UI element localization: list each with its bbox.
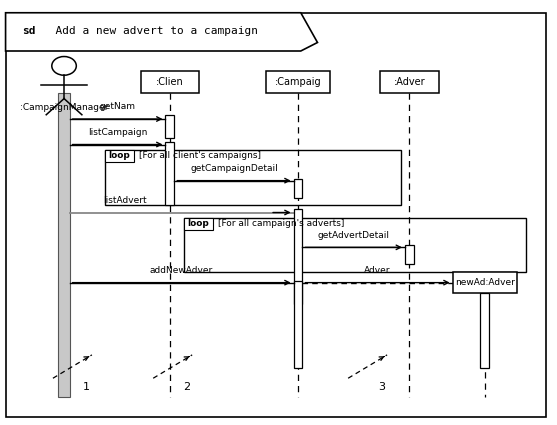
Bar [405,245,414,264]
Text: Adver: Adver [364,266,391,275]
Text: :Clien: :Clien [156,76,184,87]
Bar [105,150,401,205]
Text: [For all campaign's adverts]: [For all campaign's adverts] [218,219,345,229]
Text: [For all client's campaigns]: [For all client's campaigns] [139,151,261,161]
Text: listAdvert: listAdvert [103,196,146,205]
Bar [58,93,70,397]
Bar [294,178,302,198]
Bar [141,71,199,93]
Text: addNewAdver: addNewAdver [150,266,213,275]
Text: :CampaignManager: :CampaignManager [20,103,108,112]
Text: sd: sd [22,26,36,36]
Bar [480,293,489,368]
Text: Add a new advert to a campaign: Add a new advert to a campaign [42,26,258,36]
Bar [266,71,330,93]
Text: 3: 3 [378,382,385,392]
Bar [184,218,213,230]
Bar [105,150,134,162]
Text: loop: loop [187,219,209,229]
Text: newAd:Adver: newAd:Adver [455,278,515,287]
Bar [165,115,174,138]
Bar [165,142,174,205]
Polygon shape [6,13,317,51]
Text: listCampaign: listCampaign [88,128,147,137]
Text: getAdvertDetail: getAdvertDetail [317,231,390,240]
Text: :Campaig: :Campaig [275,76,321,87]
Bar [452,272,517,293]
Text: 1: 1 [83,382,90,392]
Bar [380,71,439,93]
Bar [184,218,526,272]
Text: 2: 2 [183,382,190,392]
Bar [294,209,302,304]
Text: getNam: getNam [100,102,135,111]
Bar [294,280,302,368]
Text: :Adver: :Adver [394,76,425,87]
Text: loop: loop [108,151,130,161]
Text: getCampaignDetail: getCampaignDetail [190,164,278,173]
